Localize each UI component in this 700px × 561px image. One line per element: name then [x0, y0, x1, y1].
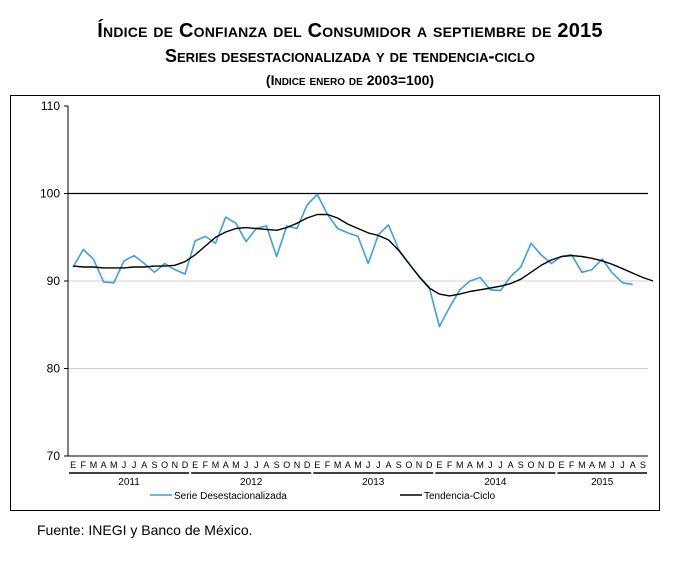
month-label: E [314, 460, 320, 470]
month-label: O [161, 460, 168, 470]
month-label: S [396, 460, 402, 470]
month-label: J [132, 460, 137, 470]
month-label: J [610, 460, 615, 470]
month-label: O [527, 460, 534, 470]
month-label: D [304, 460, 311, 470]
month-label: J [254, 460, 258, 470]
month-label: N [294, 460, 301, 470]
month-label: A [345, 460, 351, 470]
month-label: A [508, 460, 514, 470]
month-label: A [630, 460, 636, 470]
month-label: M [456, 460, 464, 470]
chart-frame [10, 95, 660, 511]
y-tick-label: 80 [47, 362, 61, 376]
month-label: S [274, 460, 280, 470]
month-label: J [244, 460, 249, 470]
year-label: 2013 [362, 477, 385, 488]
legend-label-seasonal: Serie Desestacionalizada [174, 491, 287, 502]
month-label: J [620, 460, 625, 470]
series-seasonal-line [72, 193, 633, 328]
month-label: E [436, 460, 442, 470]
month-label: J [376, 460, 381, 470]
month-label: S [151, 460, 157, 470]
month-label: E [192, 460, 198, 470]
month-label: N [538, 460, 545, 470]
month-label: N [416, 460, 423, 470]
month-label: A [386, 460, 392, 470]
series-trend-line [73, 213, 654, 297]
month-label: M [110, 460, 118, 470]
y-tick-label: 70 [47, 449, 61, 463]
month-label: A [589, 460, 595, 470]
month-label: O [405, 460, 412, 470]
y-tick-label: 110 [41, 99, 60, 113]
month-label: M [232, 460, 240, 470]
month-label: S [518, 460, 524, 470]
month-label: S [640, 460, 646, 470]
month-label: M [476, 460, 484, 470]
month-label: A [467, 460, 473, 470]
month-label: M [354, 460, 362, 470]
month-label: M [334, 460, 342, 470]
month-label: D [548, 460, 555, 470]
year-label: 2014 [484, 477, 507, 488]
month-label: F [325, 460, 331, 470]
month-label: A [223, 460, 229, 470]
y-tick-label: 90 [47, 274, 61, 288]
month-label: J [498, 460, 503, 470]
year-label: 2012 [240, 477, 263, 488]
month-label: M [598, 460, 606, 470]
chart-subtitle-base: (Indice enero de 2003=100) [265, 72, 435, 88]
year-label: 2011 [118, 477, 140, 488]
month-label: D [426, 460, 433, 470]
month-label: A [101, 460, 107, 470]
month-label: F [569, 460, 575, 470]
chart-title: Índice de Confianza del Consumidor a sep… [97, 20, 603, 42]
month-label: F [447, 460, 453, 470]
month-label: J [488, 460, 493, 470]
month-label: J [122, 460, 127, 470]
month-label: E [70, 460, 76, 470]
month-label: M [90, 460, 98, 470]
month-label: M [578, 460, 586, 470]
month-label: D [182, 460, 189, 470]
y-tick-label: 100 [40, 187, 60, 201]
month-label: O [283, 460, 290, 470]
chart-subtitle: Series desestacionalizada y de tendencia… [164, 46, 535, 66]
month-label: N [172, 460, 179, 470]
legend-label-trend: Tendencia-Ciclo [424, 491, 496, 502]
month-label: F [203, 460, 209, 470]
month-label: M [212, 460, 220, 470]
month-label: J [366, 460, 371, 470]
month-label: A [141, 460, 147, 470]
month-label: A [263, 460, 269, 470]
month-label: E [559, 460, 565, 470]
year-label: 2015 [591, 477, 614, 488]
month-label: F [81, 460, 87, 470]
source-note: Fuente: INEGI y Banco de México. [37, 522, 253, 538]
